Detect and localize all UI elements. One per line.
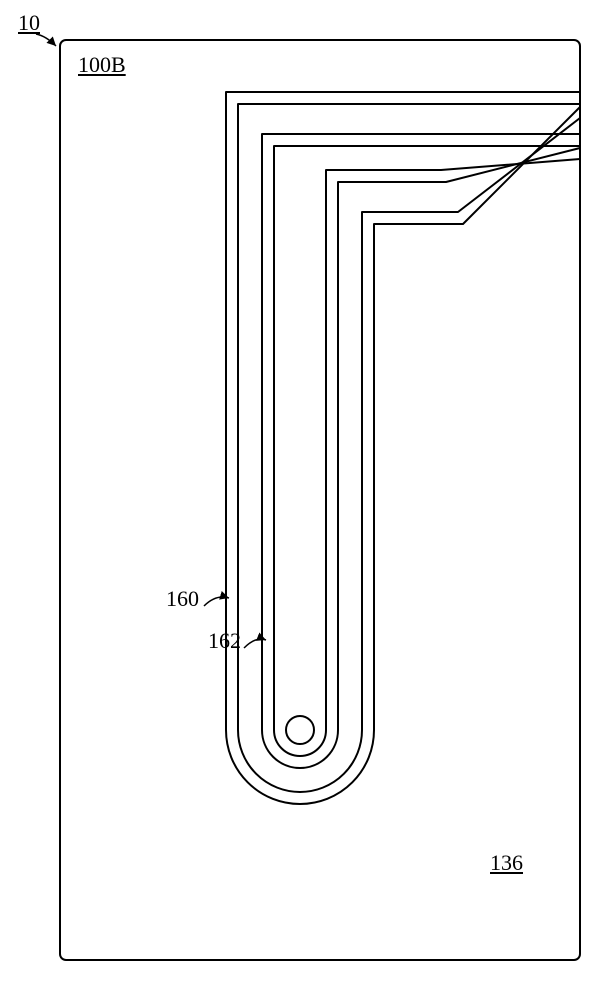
label-162: 162 (208, 628, 241, 654)
label-136: 136 (490, 850, 523, 876)
label-figure-ref: 10 (18, 10, 40, 36)
patent-figure: 10 100B 160 162 136 (0, 0, 606, 1000)
label-160: 160 (166, 586, 199, 612)
label-panel-ref: 100B (78, 52, 126, 78)
